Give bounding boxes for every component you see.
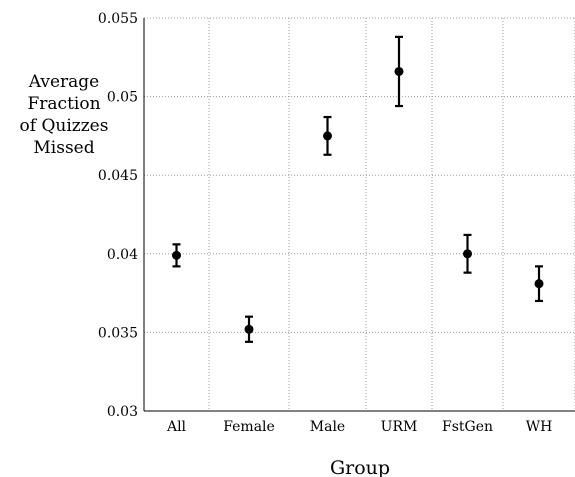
- x-axis-label: Group: [330, 457, 390, 477]
- data-point: [463, 249, 472, 259]
- y-axis-label: Average Fraction of Quizzes Missed: [20, 72, 109, 158]
- y-tick-label: 0.03: [107, 404, 138, 420]
- x-tick-label: Male: [310, 419, 345, 435]
- y-axis-label-line-3: of Quizzes: [20, 116, 109, 136]
- data-point: [244, 324, 254, 334]
- data-point: [534, 279, 544, 289]
- y-tick-label: 0.05: [107, 90, 138, 106]
- x-tick-label: Female: [223, 419, 275, 435]
- y-tick-labels: 0.03 0.035 0.04 0.045 0.05 0.055: [98, 11, 138, 420]
- x-tick-label: FstGen: [442, 419, 493, 435]
- x-tick-label: All: [166, 419, 187, 435]
- y-tick-label: 0.04: [107, 247, 138, 263]
- data-point: [323, 131, 332, 141]
- x-tick-label: URM: [381, 419, 418, 435]
- y-axis-label-line-4: Missed: [33, 138, 94, 158]
- data-marks: [172, 35, 544, 343]
- x-tick-label: WH: [526, 419, 553, 435]
- y-tick-label: 0.055: [98, 11, 138, 27]
- y-axis-label-line-1: Average: [28, 72, 99, 92]
- x-tick-labels: All Female Male URM FstGen WH: [166, 419, 552, 435]
- y-axis-label-line-2: Fraction: [27, 94, 100, 114]
- grid: [144, 17, 575, 412]
- axes: [143, 18, 575, 412]
- y-tick-label: 0.035: [98, 325, 138, 341]
- y-tick-label: 0.045: [98, 168, 138, 184]
- data-point: [394, 66, 404, 76]
- data-point: [172, 250, 181, 260]
